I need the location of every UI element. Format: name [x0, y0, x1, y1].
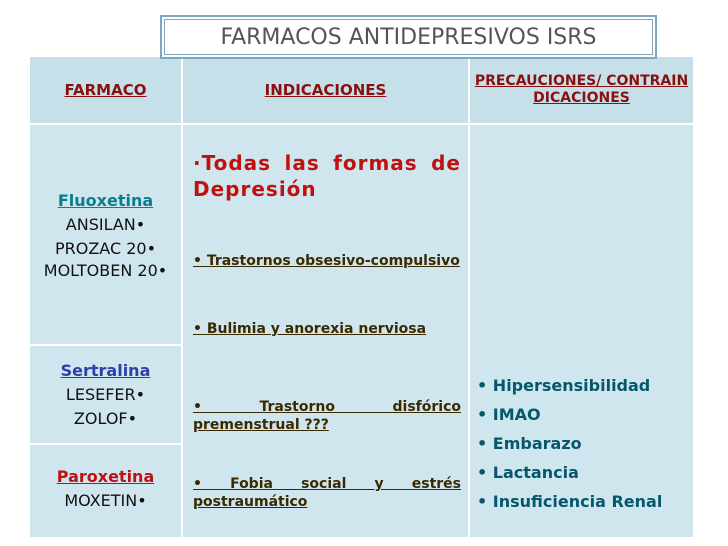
- drug-name: Sertralina: [60, 360, 151, 380]
- header-text: FARMACO: [64, 81, 147, 99]
- indications-cell: [183, 125, 468, 537]
- drug-cell: Paroxetina MOXETIN•: [30, 445, 181, 537]
- drug-name: Paroxetina: [56, 467, 155, 486]
- precaution: • IMAO: [477, 405, 541, 424]
- header-cell: FARMACO: [30, 57, 181, 123]
- precaution: • Hipersensibilidad: [477, 376, 651, 395]
- brand: MOXETIN•: [64, 491, 147, 510]
- drug-cell: Sertralina LESEFER• ZOLOF•: [30, 346, 181, 443]
- indication: • Trastornos obsesivo-compulsivo: [193, 253, 460, 269]
- precaution: • Insuficiencia Renal: [477, 492, 663, 511]
- drug-cell: Fluoxetina ANSILAN• PROZAC 20• MOLTOBEN …: [30, 125, 181, 344]
- brand: MOLTOBEN 20•: [43, 260, 168, 280]
- indication: • Bulimia y anorexia nerviosa: [193, 321, 427, 337]
- header-cell: PRECAUCIONES/ CONTRAINDICACIONES: [470, 57, 693, 123]
- indication: • Trastorno disfórico premenstrual ???: [193, 399, 461, 433]
- header-cell: INDICACIONES: [183, 57, 468, 123]
- precautions-cell: • Hipersensibilidad • IMAO • Embarazo • …: [470, 125, 693, 537]
- brand: ANSILAN•: [65, 214, 146, 234]
- header-text: PRECAUCIONES/ CONTRAINDICACIONES: [474, 73, 689, 106]
- brand: LESEFER•: [65, 384, 146, 404]
- indication: • Fobia social y estrés postraumático: [193, 476, 461, 510]
- header-text: INDICACIONES: [264, 81, 387, 99]
- brand: PROZAC 20•: [54, 238, 157, 258]
- precaution: • Lactancia: [477, 463, 579, 482]
- drug-name: Fluoxetina: [57, 190, 154, 210]
- title-box: FARMACOS ANTIDEPRESIVOS ISRS: [160, 15, 657, 59]
- precaution: • Embarazo: [477, 434, 582, 453]
- title: FARMACOS ANTIDEPRESIVOS ISRS: [220, 24, 597, 50]
- indication: ·Todas las formas de Depresión: [193, 151, 461, 201]
- brand: ZOLOF•: [73, 408, 138, 428]
